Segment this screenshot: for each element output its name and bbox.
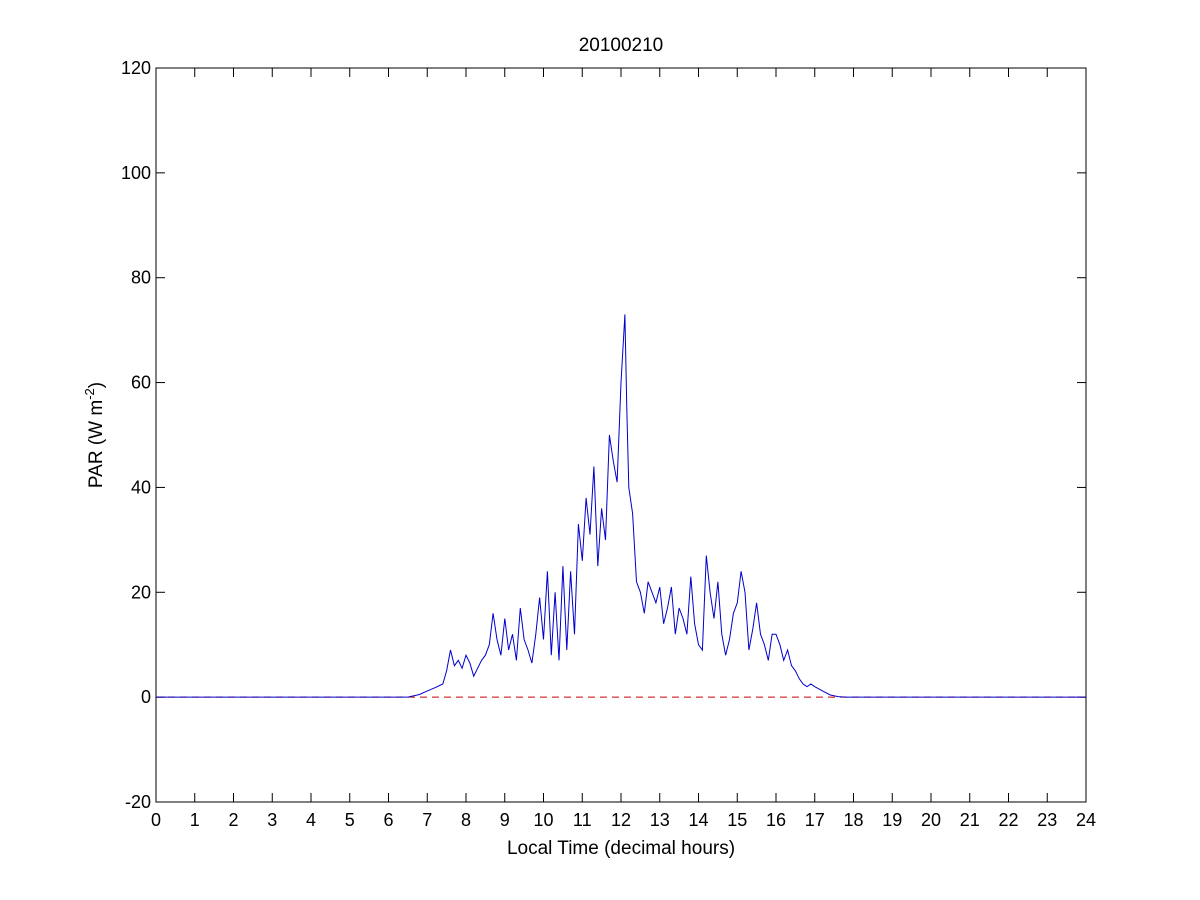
y-tick-label: 100	[121, 163, 151, 183]
x-tick-label: 21	[960, 810, 980, 830]
plot-area	[155, 67, 1087, 803]
par-series-line	[156, 314, 1086, 698]
y-tick-label: 60	[131, 373, 151, 393]
y-axis-label-close: )	[86, 382, 107, 388]
x-tick-label: 16	[766, 810, 786, 830]
y-tick-label: 0	[141, 687, 151, 707]
x-tick-label: 15	[727, 810, 747, 830]
x-tick-label: 22	[998, 810, 1018, 830]
x-axis-label: Local Time (decimal hours)	[507, 838, 735, 859]
y-tick-label: 120	[121, 58, 151, 78]
x-tick-label: 2	[228, 810, 238, 830]
x-axis-ticks: 0 1 2 3 4 5 6 7 8 9 10 11 12 13 14 15 16 17 18 19 20 21 22 23 24	[151, 68, 1096, 830]
y-tick-label: -20	[125, 792, 151, 812]
x-tick-label: 0	[151, 810, 161, 830]
x-tick-label: 12	[611, 810, 631, 830]
x-tick-label: 5	[345, 810, 355, 830]
x-tick-label: 23	[1037, 810, 1057, 830]
y-axis-label-main: PAR (W m	[86, 400, 107, 488]
x-tick-label: 18	[843, 810, 863, 830]
y-tick-label: 40	[131, 477, 151, 497]
x-tick-label: 19	[882, 810, 902, 830]
y-tick-label: 20	[131, 582, 151, 602]
x-tick-label: 9	[500, 810, 510, 830]
x-tick-label: 13	[650, 810, 670, 830]
series-layer	[156, 314, 1086, 698]
chart-title: 20100210	[579, 35, 664, 56]
x-tick-label: 8	[461, 810, 471, 830]
y-axis-label-superscript: -2	[82, 388, 97, 400]
x-tick-label: 1	[190, 810, 200, 830]
x-tick-label: 6	[383, 810, 393, 830]
x-tick-label: 14	[688, 810, 708, 830]
x-tick-label: 3	[267, 810, 277, 830]
x-tick-label: 4	[306, 810, 316, 830]
x-tick-label: 10	[533, 810, 553, 830]
x-tick-label: 17	[805, 810, 825, 830]
y-axis-label: PAR (W m-2)	[82, 382, 107, 488]
x-tick-label: 24	[1076, 810, 1096, 830]
x-tick-label: 7	[422, 810, 432, 830]
y-axis-ticks: -20 0 20 40 60 80 100 120	[121, 58, 1086, 812]
x-tick-label: 11	[573, 810, 592, 830]
x-tick-label: 20	[921, 810, 941, 830]
y-tick-label: 80	[131, 268, 151, 288]
